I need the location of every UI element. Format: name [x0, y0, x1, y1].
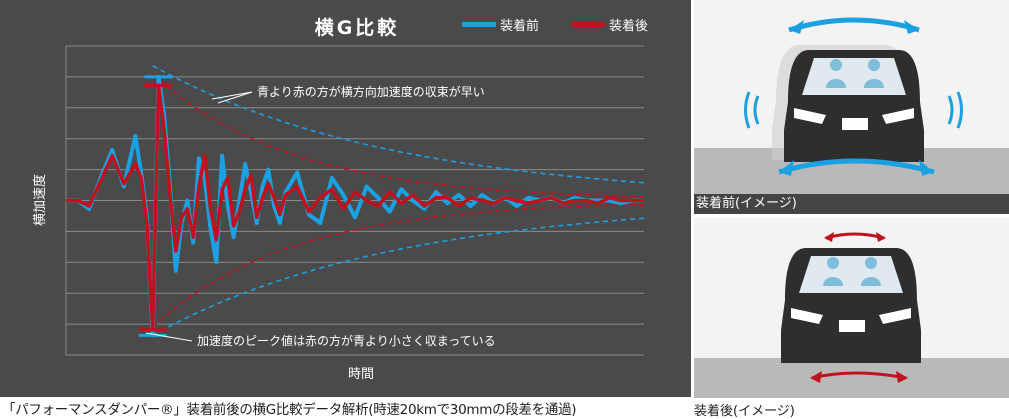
legend-swatch-after — [571, 22, 605, 27]
car-image-after — [694, 218, 1009, 398]
rock-arrow-bottom — [778, 158, 935, 175]
rock-arrow-top — [788, 17, 920, 33]
photo-caption-before: 装着前(イメージ) — [694, 194, 1009, 214]
chart-panel: 横G比較 装着前 装着後 横加速度 時間 青より赤の方が横方向加速度の収束が早い… — [0, 0, 691, 397]
annotation-leader — [211, 91, 253, 100]
legend-label-after: 装着後 — [609, 18, 648, 34]
lateral-g-chart: 横G比較 装着前 装着後 横加速度 時間 青より赤の方が横方向加速度の収束が早い… — [32, 16, 648, 382]
legend-swatch-before — [462, 22, 496, 27]
y-axis-label: 横加速度 — [32, 174, 48, 226]
photo-caption-after: 装着後(イメージ) — [694, 404, 795, 419]
chart-title: 横G比較 — [315, 16, 400, 39]
car-image-before — [694, 0, 1009, 200]
envelope-before-upper — [152, 64, 645, 184]
x-axis-label: 時間 — [348, 367, 374, 382]
chart-caption: 「パフォーマンスダンパー®」装着前後の横G比較データ解析(時速20kmで30mm… — [2, 402, 577, 418]
annotation-convergence: 青より赤の方が横方向加速度の収束が早い — [257, 84, 485, 99]
passenger-icon — [830, 59, 842, 71]
annotation-leader — [145, 332, 193, 342]
envelope-after-upper — [152, 73, 645, 198]
envelope-before-lower — [152, 217, 645, 337]
annotation-leader — [217, 91, 253, 104]
series-line-after — [66, 83, 644, 332]
envelope-after-lower — [152, 203, 645, 328]
legend-label-before: 装着前 — [500, 18, 539, 34]
annotation-peak: 加速度のピーク値は赤の方が青より小さく収まっている — [197, 333, 496, 348]
